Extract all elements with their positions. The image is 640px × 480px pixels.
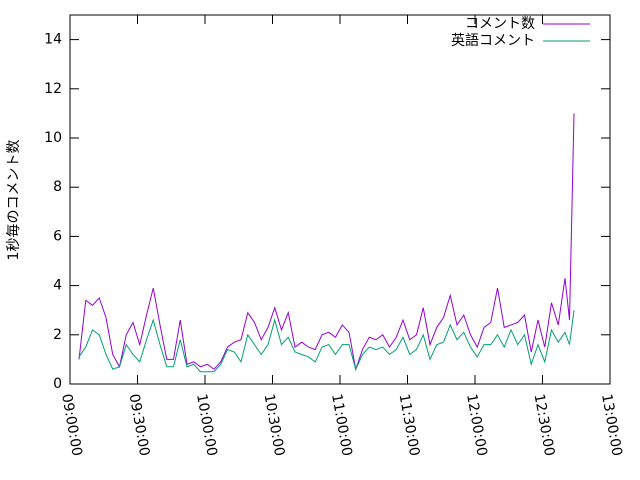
y-tick-label: 10 <box>44 130 62 146</box>
y-tick-label: 12 <box>44 81 62 97</box>
x-tick-label: 12:30:00 <box>531 393 558 458</box>
y-tick-label: 4 <box>53 278 62 294</box>
x-tick-label: 13:00:00 <box>598 393 625 458</box>
x-tick-label: 10:00:00 <box>193 393 220 458</box>
y-tick-label: 2 <box>53 327 62 343</box>
legend-label: 英語コメント <box>451 32 535 49</box>
series-line <box>78 310 575 373</box>
x-tick-label: 12:00:00 <box>463 393 490 458</box>
x-tick-label: 09:30:00 <box>126 393 153 458</box>
y-tick-label: 8 <box>53 179 62 195</box>
x-tick-label: 10:30:00 <box>261 393 288 458</box>
y-axis-label: 1秒毎のコメント数 <box>6 140 22 261</box>
y-tick-label: 6 <box>53 228 62 244</box>
legend-label: コメント数 <box>465 16 535 32</box>
series-line <box>78 113 575 372</box>
x-tick-label: 11:30:00 <box>396 393 423 458</box>
y-tick-label: 14 <box>44 32 62 48</box>
x-tick-label: 11:00:00 <box>328 393 355 458</box>
y-tick-label: 0 <box>53 376 62 392</box>
x-tick-label: 09:00:00 <box>58 393 85 458</box>
